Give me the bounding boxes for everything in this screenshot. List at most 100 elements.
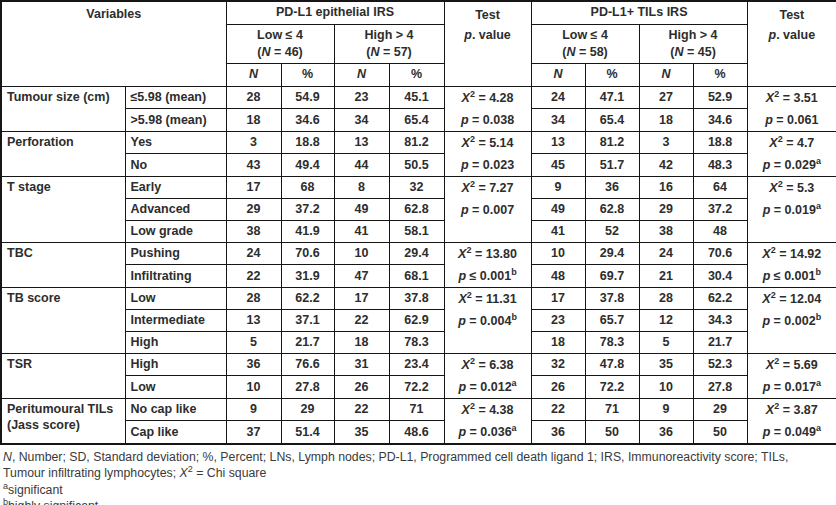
tils-test-cell: X2 = 3.51 p = 0.061	[747, 86, 836, 131]
tils-test-cell: X2 = 12.04 p = 0.002b	[747, 287, 836, 353]
variable-group-cell: Perforation	[1, 131, 125, 176]
epi-low-n-cell: 37	[226, 421, 281, 444]
n-column-header: N	[531, 63, 585, 86]
tils-low-n-cell: 45	[531, 154, 585, 177]
header-row-sections: Variables PD-L1 epithelial IRS Test p. v…	[1, 1, 836, 24]
epi-low-pct-cell: 70.6	[281, 242, 334, 265]
tils-test-cell: X2 = 5.3 p = 0.019a	[747, 176, 836, 242]
epi-low-n-cell: 38	[226, 220, 281, 242]
epi-high-pct-cell: 29.4	[389, 242, 444, 265]
test-label: Test	[448, 5, 528, 25]
epi-high-n-cell: 23	[334, 86, 389, 109]
epi-test-cell: X2 = 4.38 p = 0.036a	[444, 398, 531, 444]
epi-low-pct-cell: 18.8	[281, 131, 334, 154]
tils-low-pct-cell: 81.2	[585, 131, 639, 154]
epi-high-pct-cell: 72.2	[389, 376, 444, 399]
abbreviations-note: N, Number; SD, Standard deviation; %, Pe…	[3, 449, 833, 482]
epi-high-pct-cell: 58.1	[389, 220, 444, 242]
epi-high-n-cell: 41	[334, 220, 389, 242]
tils-low-n-cell: 23	[531, 309, 585, 331]
epi-high-pct-cell: 62.9	[389, 309, 444, 331]
tils-low-n-cell: 18	[531, 331, 585, 353]
percent-column-header: %	[389, 63, 444, 86]
tils-high-pct-cell: 48	[693, 220, 747, 242]
test-label: Test	[751, 5, 834, 25]
tils-low-pct-cell: 50	[585, 421, 639, 444]
tils-high-n-cell: 18	[639, 109, 693, 132]
epi-low-n-cell: 3	[226, 131, 281, 154]
significant-note: asignificant	[3, 482, 833, 499]
epi-low-n-cell: 10	[226, 376, 281, 399]
variable-level-cell: Early	[125, 176, 226, 198]
tils-high-pct-cell: 34.3	[693, 309, 747, 331]
epi-low-pct-cell: 68	[281, 176, 334, 198]
epi-high-pct-cell: 23.4	[389, 353, 444, 376]
tils-test-cell: X2 = 3.87 p = 0.049a	[747, 398, 836, 444]
tils-section-header: PD-L1+ TILs IRS	[531, 1, 747, 24]
variable-level-cell: No cap like	[125, 398, 226, 421]
tils-low-pct-cell: 62.8	[585, 198, 639, 220]
p-value: p = 0.061	[749, 109, 836, 131]
table-row: Advanced 29 37.2 49 62.8 49 62.8 29 37.2	[1, 198, 836, 220]
tils-high-n-cell: 12	[639, 309, 693, 331]
epi-high-n-cell: 49	[334, 198, 389, 220]
tils-low-pct-cell: 71	[585, 398, 639, 421]
variable-level-cell: Cap like	[125, 421, 226, 444]
tils-low-n-cell: 26	[531, 376, 585, 399]
epi-low-n-cell: 43	[226, 154, 281, 177]
epi-low-pct-cell: 29	[281, 398, 334, 421]
epi-high-header: High > 4 (N = 57)	[334, 24, 444, 63]
tils-low-n-cell: 13	[531, 131, 585, 154]
epi-high-pct-cell: 32	[389, 176, 444, 198]
epi-high-pct-cell: 62.8	[389, 198, 444, 220]
tils-low-n-cell: 41	[531, 220, 585, 242]
tils-low-pct-cell: 47.1	[585, 86, 639, 109]
p-value: p = 0.017a	[749, 376, 836, 398]
tils-low-pct-cell: 72.2	[585, 376, 639, 399]
tils-low-pct-cell: 65.7	[585, 309, 639, 331]
tils-high-n-cell: 24	[639, 242, 693, 265]
tils-high-pct-cell: 48.3	[693, 154, 747, 177]
variables-header: Variables	[1, 1, 226, 86]
percent-column-header: %	[693, 63, 747, 86]
chi-square-value: X2 = 12.04	[749, 288, 836, 310]
epi-high-n-cell: 47	[334, 265, 389, 288]
epi-low-pct-cell: 76.6	[281, 353, 334, 376]
p-value: p = 0.038	[446, 109, 530, 131]
tils-high-pct-cell: 37.2	[693, 198, 747, 220]
epi-low-n-cell: 28	[226, 86, 281, 109]
epi-low-n-cell: 18	[226, 109, 281, 132]
tils-test-cell: X2 = 4.7 p = 0.029a	[747, 131, 836, 176]
epi-low-pct-cell: 31.9	[281, 265, 334, 288]
tils-high-pct-cell: 34.6	[693, 109, 747, 132]
tils-high-n-cell: 38	[639, 220, 693, 242]
chi-square-value: X2 = 4.7	[749, 132, 836, 154]
epi-high-n-cell: 44	[334, 154, 389, 177]
chi-square-value: X2 = 4.28	[446, 87, 530, 109]
tils-low-pct-cell: 47.8	[585, 353, 639, 376]
tils-low-n-cell: 9	[531, 176, 585, 198]
tils-high-n-cell: 29	[639, 198, 693, 220]
epi-high-n-cell: 31	[334, 353, 389, 376]
p-value: p = 0.012a	[446, 376, 530, 398]
variable-group-cell: TB score	[1, 287, 125, 353]
epi-high-pct-cell: 65.4	[389, 109, 444, 132]
tils-high-pct-cell: 52.9	[693, 86, 747, 109]
chi-square-value: X2 = 11.31	[446, 288, 530, 310]
tils-high-n-cell: 28	[639, 287, 693, 309]
tils-high-pct-cell: 70.6	[693, 242, 747, 265]
epi-low-header: Low ≤ 4 (N = 46)	[226, 24, 334, 63]
epi-high-n-cell: 22	[334, 309, 389, 331]
epi-test-cell: X2 = 7.27 p = 0.007	[444, 176, 531, 242]
tils-high-n-cell: 5	[639, 331, 693, 353]
epi-high-n-cell: 18	[334, 331, 389, 353]
variable-group-cell: TSR	[1, 353, 125, 398]
p-value: p = 0.023	[446, 154, 530, 176]
p-value-label: p. value	[448, 25, 528, 45]
epi-high-pct-cell: 78.3	[389, 331, 444, 353]
table-row: TBC Pushing 24 70.6 10 29.4 X2 = 13.80 p…	[1, 242, 836, 265]
variable-group-cell: T stage	[1, 176, 125, 242]
epi-high-pct-cell: 37.8	[389, 287, 444, 309]
variable-group-cell: Tumour size (cm)	[1, 86, 125, 131]
epi-high-n-cell: 26	[334, 376, 389, 399]
